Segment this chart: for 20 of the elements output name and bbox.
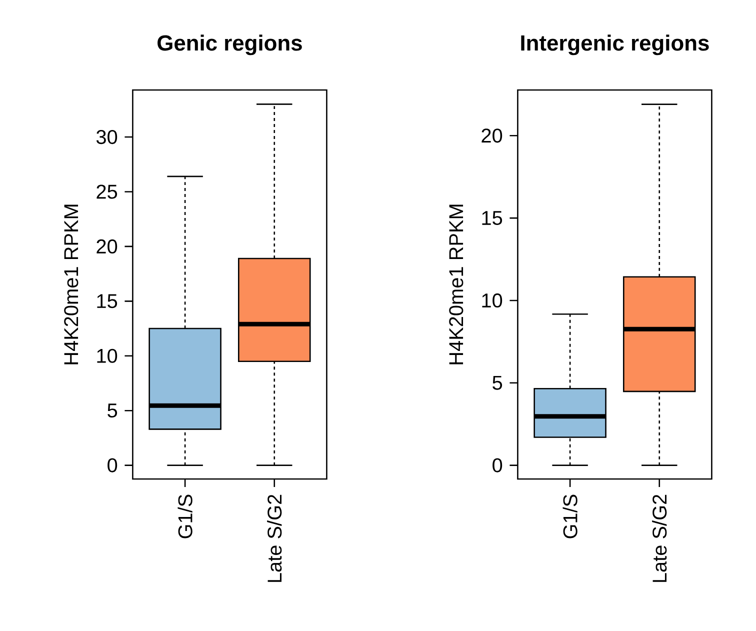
chart-title: Genic regions xyxy=(158,34,302,56)
y-tick-label: 20 xyxy=(482,128,502,143)
y-tick-label: 30 xyxy=(96,130,118,144)
x-tick-label: Late S/G2 xyxy=(267,494,282,582)
y-tick-label: 0 xyxy=(492,458,502,472)
chart-title: Intergenic regions xyxy=(521,34,709,56)
y-tick-label: 5 xyxy=(492,376,502,390)
y-tick-label: 0 xyxy=(108,458,118,472)
y-tick-label: 10 xyxy=(482,293,502,308)
y-axis-title: H4K20me1 RPKM xyxy=(64,204,78,364)
y-tick-label: 25 xyxy=(96,184,118,199)
x-tick-label: G1/S xyxy=(178,494,192,538)
y-tick-label: 10 xyxy=(97,348,118,363)
y-tick-label: 15 xyxy=(97,294,118,308)
x-tick-label: Late S/G2 xyxy=(652,494,667,582)
x-tick-label: G1/S xyxy=(562,494,578,538)
y-tick-label: 20 xyxy=(96,239,118,254)
y-axis-title: H4K20me1 RPKM xyxy=(449,204,464,364)
y-tick-label: 15 xyxy=(482,211,502,226)
y-tick-label: 5 xyxy=(108,404,118,418)
